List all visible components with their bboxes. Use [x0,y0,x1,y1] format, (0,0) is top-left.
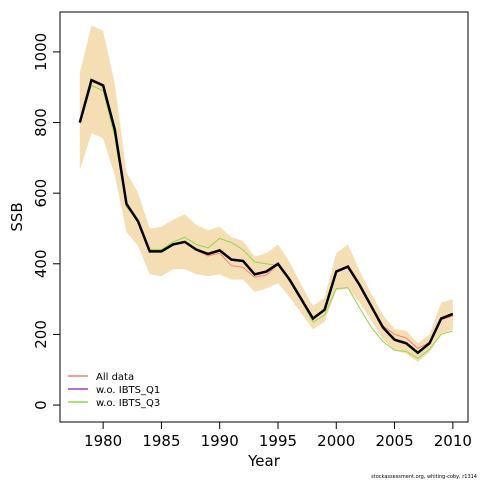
x-tick-label: 1995 [259,432,297,450]
x-tick-label: 1985 [142,432,180,450]
legend-label: w.o. IBTS_Q1 [96,385,160,396]
x-tick-label: 2000 [317,432,355,450]
y-tick-label: 200 [32,320,50,349]
y-tick-label: 400 [32,249,50,278]
y-tick-label: 800 [32,108,50,137]
series-line [78,78,454,355]
confidence-band [79,25,453,362]
x-tick-label: 2005 [375,432,413,450]
legend-label: All data [96,372,134,383]
x-tick-label: 1980 [84,432,122,450]
plot-frame [59,11,469,423]
y-axis-label: SSB [8,202,26,231]
x-tick-label: 2010 [434,432,472,450]
y-tick-label: 0 [32,400,50,410]
y-tick-label: 1000 [32,33,50,71]
x-tick-label: 1990 [201,432,239,450]
x-axis-label: Year [247,452,281,470]
y-tick-label: 600 [32,179,50,208]
legend-label: w.o. IBTS_Q3 [96,398,160,409]
footnote: stockassessment.org, whiting-coby, r1314 [371,474,477,480]
